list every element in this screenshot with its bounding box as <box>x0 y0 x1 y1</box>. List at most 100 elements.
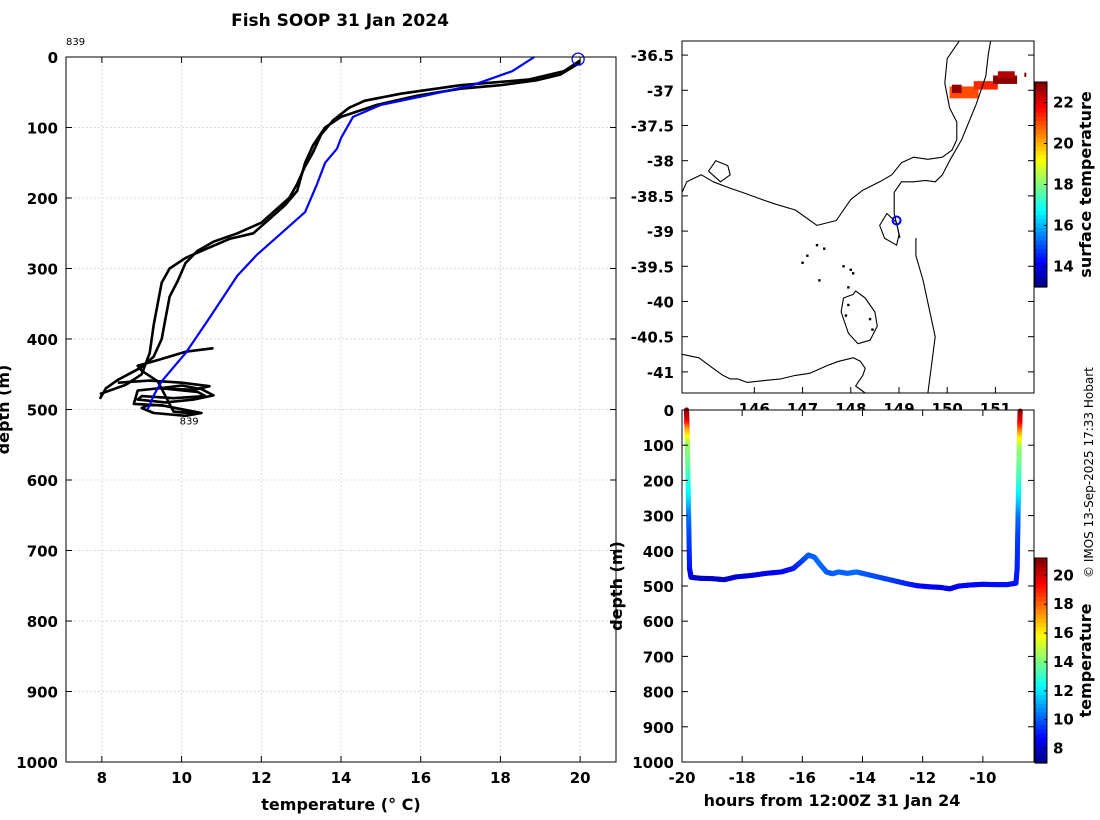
y-tick-label: -37 <box>647 82 674 100</box>
colorbar-segment <box>1035 86 1047 92</box>
colorbar-segment <box>1035 116 1047 122</box>
colorbar-segment <box>1035 656 1047 662</box>
sst-cell <box>973 81 998 90</box>
colorbar-segment <box>1035 639 1047 645</box>
island <box>871 328 874 331</box>
colorbar-segment <box>1035 604 1047 610</box>
colorbar-segment <box>1035 626 1047 632</box>
colorbar-segment <box>1035 141 1047 147</box>
colorbar-segment <box>1035 587 1047 593</box>
colorbar-segment <box>1035 592 1047 598</box>
colorbar-segment <box>1035 741 1047 747</box>
colorbar-segment <box>1035 167 1047 173</box>
colorbar-label: temperature <box>1076 603 1095 717</box>
colorbar-tick-label: 12 <box>1053 682 1074 700</box>
colorbar-segment <box>1035 248 1047 254</box>
colorbar-segment <box>1035 669 1047 674</box>
credit-text: © IMOS 13-Sep-2025 17:33 Hobart <box>1082 367 1096 578</box>
sst-cell <box>993 75 1018 84</box>
colorbar-segment <box>1035 244 1047 250</box>
colorbar-segment <box>1035 600 1047 606</box>
y-tick-label: -40 <box>647 293 674 311</box>
y-tick-label: 0 <box>664 402 674 420</box>
sst-cell <box>952 84 962 94</box>
island <box>806 254 809 257</box>
colorbar-segment <box>1035 562 1047 568</box>
colorbar-tick-label: 18 <box>1053 176 1074 194</box>
x-tick-label: -12 <box>909 769 936 787</box>
colorbar-segment <box>1035 282 1047 288</box>
island <box>847 303 850 307</box>
colorbar-segment <box>1035 218 1047 224</box>
x-tick-label: -16 <box>789 769 816 787</box>
x-tick-label: -20 <box>668 769 695 787</box>
series-line-bottom-wiggles <box>117 346 215 418</box>
colorbar-segment <box>1035 231 1047 237</box>
colorbar-segment <box>1035 120 1047 126</box>
colorbar-tick-label: 14 <box>1053 653 1074 671</box>
colorbar-tick-label: 18 <box>1053 595 1074 613</box>
y-tick-label: 100 <box>643 437 674 455</box>
sst-cell <box>1024 72 1027 77</box>
colorbar-segment <box>1035 180 1047 186</box>
y-tick-label: 900 <box>643 719 674 737</box>
colorbar-segment <box>1035 733 1047 738</box>
y-tick-label: 800 <box>643 684 674 702</box>
colorbar-segment <box>1035 252 1047 258</box>
colorbar-segment <box>1035 737 1047 743</box>
colorbar-segment <box>1035 728 1047 734</box>
map-frame <box>681 40 1035 394</box>
colorbar-tick-label: 20 <box>1053 566 1074 584</box>
y-tick-label: 900 <box>27 684 58 702</box>
colorbar-segment <box>1035 210 1047 215</box>
y-tick-label: -40.5 <box>631 329 674 347</box>
y-tick-label: 200 <box>643 472 674 490</box>
y-tick-label: 800 <box>27 613 58 631</box>
y-tick-label: -36.5 <box>631 47 674 65</box>
colorbar-segment <box>1035 660 1047 666</box>
colorbar-segment <box>1035 596 1047 602</box>
colorbar-segment <box>1035 193 1047 198</box>
colorbar-segment <box>1035 647 1047 653</box>
colorbar-segment <box>1035 703 1047 709</box>
coastline <box>915 238 936 393</box>
coastline <box>707 160 731 183</box>
colorbar-segment <box>1035 124 1047 130</box>
colorbar-segment <box>1035 630 1047 636</box>
colorbar-tick-label: 16 <box>1053 217 1074 235</box>
colorbar-segment <box>1035 634 1047 640</box>
y-tick-label: 600 <box>27 472 58 490</box>
colorbar-segment <box>1035 716 1047 721</box>
colorbar-segment <box>1035 146 1047 151</box>
colorbar-segment <box>1035 681 1047 687</box>
colorbar-segment <box>1035 154 1047 160</box>
colorbar-segment <box>1035 240 1047 245</box>
surface-marker <box>571 52 585 66</box>
y-tick-label: 1000 <box>632 754 674 772</box>
colorbar-segment <box>1035 570 1047 576</box>
section-point <box>1017 408 1023 414</box>
coastline <box>840 290 878 345</box>
colorbar-segment <box>1035 150 1047 156</box>
annotation-label: 839 <box>180 417 199 428</box>
map-panel: 146 147 148 149 150 151-36.5-37-37.5-38-38.5-… <box>631 40 1095 418</box>
y-tick-label: 1000 <box>16 754 58 772</box>
x-tick-label: 20 <box>570 769 591 787</box>
colorbar-segment <box>1035 235 1047 241</box>
colorbar-segment <box>1035 171 1047 177</box>
x-tick-label: 10 <box>171 769 192 787</box>
colorbar-segment <box>1035 222 1047 228</box>
island <box>823 247 826 250</box>
colorbar-tick-label: 8 <box>1053 740 1063 758</box>
colorbar-segment <box>1035 103 1047 109</box>
colorbar-segment <box>1035 274 1047 280</box>
colorbar-segment <box>1035 720 1047 726</box>
colorbar-segment <box>1035 158 1047 164</box>
y-axis-label: depth (m) <box>0 365 13 455</box>
colorbar-segment <box>1035 214 1047 220</box>
y-tick-label: -39.5 <box>631 258 674 276</box>
y-tick-label: -38.5 <box>631 188 674 206</box>
colorbar-segment <box>1035 622 1047 627</box>
